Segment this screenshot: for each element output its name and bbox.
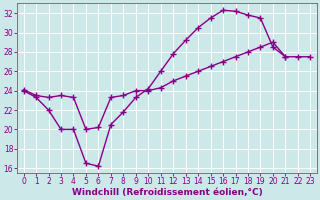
X-axis label: Windchill (Refroidissement éolien,°C): Windchill (Refroidissement éolien,°C)	[72, 188, 262, 197]
